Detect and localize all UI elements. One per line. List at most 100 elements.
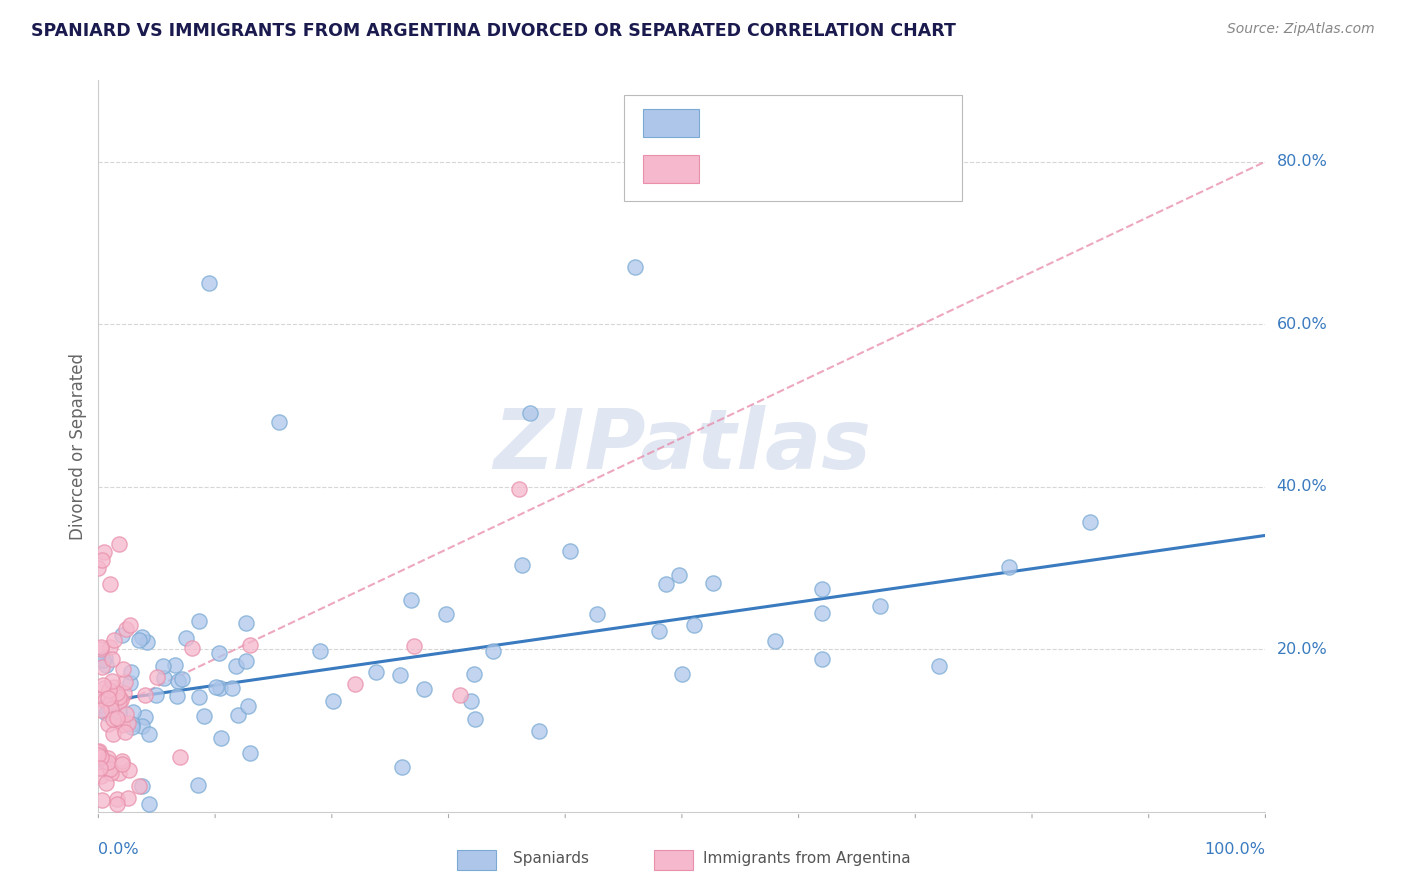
Point bbox=[90, 749, 112, 764]
Point bbox=[94, 650, 117, 665]
Point bbox=[90, 640, 112, 654]
Text: 80.0%: 80.0% bbox=[1277, 154, 1327, 169]
Point bbox=[100, 673, 122, 688]
Point bbox=[682, 617, 704, 632]
Text: Spaniards: Spaniards bbox=[513, 851, 589, 865]
Point bbox=[105, 797, 128, 811]
Point bbox=[344, 677, 367, 691]
Point bbox=[103, 680, 125, 694]
Point bbox=[98, 696, 121, 710]
Point bbox=[117, 791, 139, 805]
Point bbox=[138, 797, 160, 811]
Point bbox=[89, 748, 111, 763]
Point bbox=[96, 658, 118, 673]
Point bbox=[208, 681, 231, 696]
Text: Source: ZipAtlas.com: Source: ZipAtlas.com bbox=[1227, 22, 1375, 37]
Point bbox=[508, 483, 530, 497]
Point bbox=[120, 665, 142, 679]
Point bbox=[167, 674, 190, 689]
Text: 20.0%: 20.0% bbox=[1277, 641, 1327, 657]
Point bbox=[221, 681, 243, 696]
Point bbox=[434, 607, 457, 621]
Point bbox=[115, 623, 138, 637]
Point bbox=[134, 709, 156, 723]
Point bbox=[145, 688, 167, 702]
Point bbox=[97, 717, 120, 731]
Point bbox=[152, 659, 174, 673]
Point bbox=[117, 715, 139, 730]
Point bbox=[309, 644, 332, 658]
Point bbox=[110, 754, 132, 768]
Point bbox=[510, 558, 533, 573]
Point bbox=[110, 693, 132, 707]
FancyBboxPatch shape bbox=[644, 109, 699, 136]
Point bbox=[205, 680, 228, 694]
Point bbox=[100, 702, 122, 716]
Point bbox=[93, 544, 115, 558]
Point bbox=[811, 582, 834, 597]
Point bbox=[97, 704, 120, 718]
Point bbox=[810, 652, 832, 666]
Point bbox=[128, 632, 150, 647]
Point bbox=[153, 671, 176, 685]
Point bbox=[90, 553, 112, 567]
Point bbox=[198, 277, 221, 291]
Point bbox=[98, 682, 121, 697]
Point bbox=[111, 716, 134, 731]
Point bbox=[121, 720, 143, 734]
Point bbox=[94, 706, 117, 721]
Text: Immigrants from Argentina: Immigrants from Argentina bbox=[703, 851, 911, 865]
Point bbox=[131, 718, 153, 732]
Point bbox=[763, 634, 786, 648]
Point bbox=[235, 654, 257, 668]
Point bbox=[460, 693, 482, 707]
Text: 0.0%: 0.0% bbox=[98, 842, 139, 857]
Point bbox=[110, 756, 132, 771]
Point bbox=[239, 638, 262, 652]
Point bbox=[997, 559, 1019, 574]
Point bbox=[187, 690, 209, 705]
Point bbox=[100, 765, 122, 780]
Point bbox=[239, 747, 262, 761]
Point bbox=[235, 616, 257, 631]
Text: SPANIARD VS IMMIGRANTS FROM ARGENTINA DIVORCED OR SEPARATED CORRELATION CHART: SPANIARD VS IMMIGRANTS FROM ARGENTINA DI… bbox=[31, 22, 956, 40]
Point bbox=[174, 631, 197, 645]
Point bbox=[238, 698, 260, 713]
Point bbox=[114, 725, 136, 739]
Point bbox=[463, 667, 485, 681]
Point bbox=[101, 712, 124, 726]
Point bbox=[1080, 516, 1102, 530]
Point bbox=[94, 776, 117, 790]
Point bbox=[87, 561, 110, 575]
Point bbox=[172, 673, 194, 687]
Point bbox=[647, 624, 669, 639]
Y-axis label: Divorced or Separated: Divorced or Separated bbox=[69, 352, 87, 540]
Point bbox=[103, 727, 125, 741]
Point bbox=[118, 763, 141, 777]
Text: R = 0.274: R = 0.274 bbox=[713, 113, 804, 131]
Point bbox=[105, 792, 128, 806]
Point bbox=[169, 749, 191, 764]
Point bbox=[97, 690, 120, 705]
Point bbox=[115, 706, 138, 721]
Point bbox=[225, 658, 247, 673]
Point bbox=[702, 576, 724, 591]
Point bbox=[94, 756, 117, 771]
Text: R = 0.293: R = 0.293 bbox=[713, 159, 804, 177]
Point bbox=[90, 660, 112, 674]
Text: N = 73: N = 73 bbox=[834, 113, 896, 131]
Point bbox=[110, 718, 132, 732]
Text: ZIPatlas: ZIPatlas bbox=[494, 406, 870, 486]
Point bbox=[120, 617, 142, 632]
Point bbox=[87, 745, 110, 759]
Point bbox=[90, 793, 112, 807]
Point bbox=[527, 724, 550, 739]
Point bbox=[388, 668, 411, 682]
Point bbox=[108, 695, 131, 709]
Point bbox=[654, 577, 676, 591]
Point bbox=[928, 659, 950, 673]
Point bbox=[105, 686, 128, 700]
Point bbox=[364, 665, 387, 679]
Point bbox=[107, 706, 129, 720]
Point bbox=[108, 536, 131, 550]
